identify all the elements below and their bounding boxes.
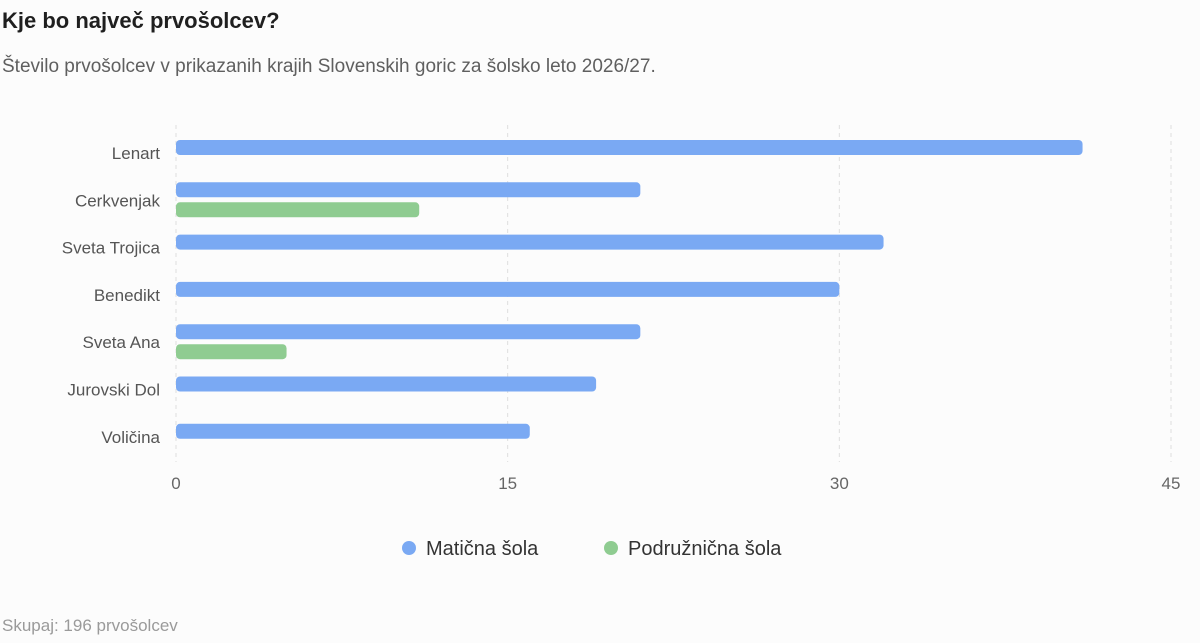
total-note: Skupaj: 196 prvošolcev xyxy=(2,616,178,635)
bar-podruznicna xyxy=(176,344,287,360)
bar-maticna xyxy=(176,234,884,250)
x-tick-label: 0 xyxy=(171,474,180,493)
x-tick-label: 15 xyxy=(498,474,517,493)
category-label: Lenart xyxy=(112,144,160,163)
bar-podruznicna xyxy=(176,202,420,218)
bar-maticna xyxy=(176,140,1083,155)
bar-maticna xyxy=(176,376,597,392)
chart-subtitle: Število prvošolcev v prikazanih krajih S… xyxy=(2,56,656,77)
legend-swatch xyxy=(402,541,416,555)
category-label: Voličina xyxy=(101,428,160,447)
bar-maticna xyxy=(176,281,840,297)
category-label: Sveta Trojica xyxy=(62,239,161,258)
legend-label: Podružnična šola xyxy=(628,538,782,560)
legend-swatch xyxy=(604,541,618,555)
category-label: Benedikt xyxy=(94,286,160,305)
chart-title: Kje bo največ prvošolcev? xyxy=(2,8,280,33)
bar-maticna xyxy=(176,423,530,439)
category-label: Cerkvenjak xyxy=(75,191,161,210)
x-tick-label: 45 xyxy=(1162,474,1181,493)
bar-maticna xyxy=(176,324,641,340)
category-label: Sveta Ana xyxy=(82,333,160,352)
x-tick-label: 30 xyxy=(830,474,849,493)
bar-maticna xyxy=(176,182,641,198)
category-label: Jurovski Dol xyxy=(67,381,160,400)
legend-label: Matična šola xyxy=(426,538,539,560)
